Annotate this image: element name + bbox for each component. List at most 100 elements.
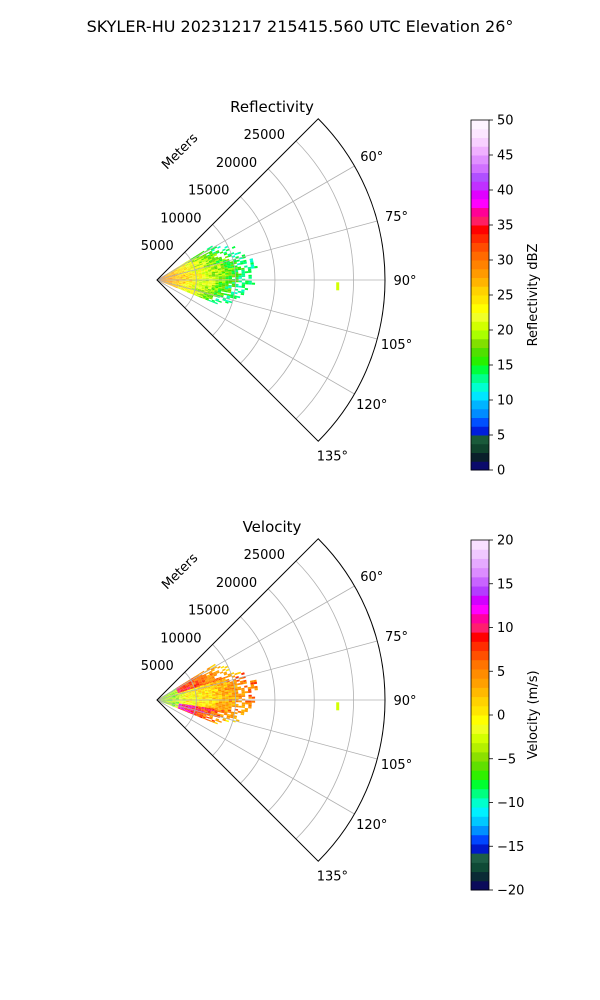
- echo-cell: [218, 692, 222, 694]
- echo-cell: [185, 705, 189, 707]
- echo-cell: [237, 251, 242, 255]
- echo-cell: [194, 259, 198, 262]
- echo-cell: [249, 680, 254, 683]
- echo-cell: [224, 265, 228, 268]
- echo-cell: [198, 680, 202, 683]
- echo-cell: [168, 283, 172, 285]
- echo-cell: [165, 697, 170, 699]
- echo-cell: [171, 273, 175, 276]
- echo-cell: [197, 267, 201, 269]
- echo-cell: [185, 692, 189, 695]
- echo-cell: [215, 705, 219, 707]
- echo-cell: [182, 282, 186, 284]
- echo-cell: [179, 277, 183, 279]
- echo-cell: [195, 681, 199, 684]
- colorbar-swatch: [471, 567, 489, 578]
- echo-cell: [188, 696, 193, 698]
- echo-cell: [239, 260, 244, 263]
- colorbar-swatch: [471, 330, 489, 340]
- echo-cell: [185, 694, 189, 696]
- echo-cell: [212, 681, 217, 684]
- echo-cell: [191, 707, 195, 710]
- echo-cell: [244, 691, 249, 694]
- echo-cell: [221, 270, 225, 273]
- echo-cell: [191, 690, 195, 693]
- echo-cell: [162, 282, 166, 284]
- echo-cell: [203, 674, 207, 678]
- echo-cell: [228, 697, 232, 699]
- echo-cell: [162, 281, 166, 284]
- echo-cell: [201, 250, 205, 254]
- echo-cell: [176, 267, 180, 270]
- echo-cell: [203, 265, 208, 268]
- echo-cell: [200, 265, 204, 268]
- echo-cell: [175, 695, 179, 697]
- echo-cell: [230, 684, 234, 687]
- echo-cell: [175, 274, 179, 276]
- echo-cell: [178, 283, 183, 285]
- azimuth-tick-label: 60°: [360, 150, 383, 165]
- echo-cell: [207, 709, 212, 711]
- echo-cell: [218, 704, 222, 706]
- echo-cell: [185, 696, 189, 698]
- echo-cell: [167, 272, 171, 275]
- echo-cell: [175, 700, 180, 702]
- echo-cell: [209, 681, 213, 684]
- echo-cell: [178, 695, 183, 697]
- echo-cell: [172, 280, 176, 281]
- echo-cell: [238, 700, 242, 703]
- echo-cell: [182, 279, 186, 280]
- colorbar-swatch: [471, 461, 489, 471]
- echo-cell: [177, 707, 181, 710]
- echo-cell: [215, 298, 220, 301]
- echo-cell: [222, 280, 226, 282]
- echo-cell: [221, 708, 225, 711]
- echo-cell: [241, 275, 246, 277]
- echo-cell: [192, 701, 196, 702]
- echo-cell: [201, 706, 205, 709]
- echo-cell: [213, 666, 218, 669]
- echo-cell: [177, 689, 181, 692]
- echo-cell: [205, 706, 209, 708]
- echo-cell: [181, 273, 186, 275]
- echo-cell: [165, 281, 169, 283]
- echo-cell: [228, 275, 232, 278]
- colorbar-swatch: [471, 417, 489, 427]
- echo-cell: [182, 274, 186, 276]
- echo-cell: [190, 686, 194, 688]
- echo-cell: [208, 275, 213, 278]
- echo-cell: [189, 698, 193, 700]
- echo-cell: [183, 688, 188, 691]
- echo-cell: [208, 284, 212, 287]
- echo-cell: [212, 258, 216, 262]
- echo-cell: [182, 685, 186, 688]
- echo-cell: [185, 272, 189, 275]
- echo-cell: [198, 696, 203, 698]
- echo-cell: [190, 266, 194, 268]
- echo-cell: [175, 698, 180, 699]
- echo-cell: [237, 671, 242, 675]
- echo-cell: [184, 261, 188, 264]
- echo-cell: [225, 283, 229, 285]
- echo-cell: [165, 694, 169, 697]
- echo-cell: [175, 275, 179, 277]
- echo-cell: [191, 287, 195, 290]
- echo-cell: [169, 277, 173, 278]
- echo-cell: [183, 710, 187, 712]
- echo-cell: [182, 694, 186, 696]
- echo-cell: [224, 691, 229, 694]
- echo-cell: [210, 675, 215, 678]
- echo-cell: [183, 290, 187, 292]
- echo-cell: [171, 693, 175, 696]
- echo-cell: [229, 296, 234, 299]
- echo-cell: [165, 277, 170, 279]
- echo-cell: [205, 282, 209, 284]
- echo-cell: [214, 256, 219, 259]
- echo-cell: [165, 283, 169, 285]
- echo-cell: [172, 700, 176, 701]
- echo-cell: [178, 282, 183, 284]
- echo-cell: [185, 278, 190, 280]
- echo-cell: [178, 693, 182, 696]
- echo-cell: [231, 692, 236, 695]
- echo-cell: [196, 292, 201, 295]
